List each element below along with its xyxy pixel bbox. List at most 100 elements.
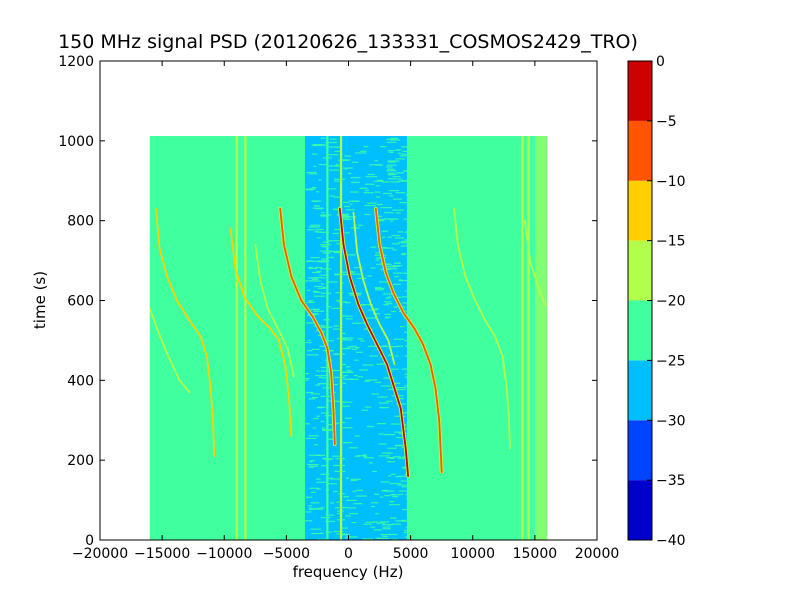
heatmap-noise-cell — [315, 384, 321, 386]
heatmap-noise-cell — [344, 232, 350, 234]
heatmap-noise-cell — [311, 532, 322, 535]
heatmap-noise-cell — [305, 372, 310, 375]
heatmap-noise-cell — [308, 454, 321, 456]
heatmap-noise-cell — [388, 190, 399, 192]
heatmap-noise-cell — [307, 464, 319, 466]
heatmap-noise-cell — [317, 287, 327, 290]
heatmap-noise-cell — [395, 149, 400, 151]
heatmap-noise-cell — [400, 245, 412, 247]
colorbar-segment — [628, 300, 652, 361]
y-tick-label: 1200 — [58, 54, 94, 70]
heatmap-noise-cell — [380, 496, 384, 498]
heatmap-noise-cell — [348, 447, 358, 449]
heatmap-noise-cell — [391, 473, 396, 475]
heatmap-noise-cell — [375, 185, 380, 187]
heatmap-noise-cell — [306, 301, 316, 303]
heatmap-noise-cell — [339, 421, 346, 424]
heatmap-noise-cell — [385, 316, 392, 318]
heatmap-noise-cell — [393, 456, 402, 458]
heatmap-noise-cell — [379, 345, 391, 348]
heatmap-noise-cell — [330, 502, 335, 504]
heatmap-noise-cell — [321, 258, 329, 260]
heatmap-noise-cell — [401, 240, 412, 243]
heatmap-noise-cell — [341, 273, 351, 276]
heatmap-noise-cell — [361, 409, 369, 411]
heatmap-noise-cell — [393, 198, 402, 200]
heatmap-noise-cell — [389, 482, 402, 485]
heatmap-noise-cell — [334, 228, 344, 231]
heatmap-noise-cell — [390, 139, 401, 141]
heatmap-noise-cell — [351, 161, 359, 163]
heatmap-noise-cell — [363, 457, 374, 459]
heatmap-noise-cell — [306, 171, 317, 174]
heatmap-noise-cell — [337, 213, 350, 215]
heatmap-noise-cell — [404, 239, 416, 241]
heatmap-noise-cell — [375, 257, 386, 259]
heatmap-noise-cell — [380, 481, 390, 483]
heatmap-noise-cell — [392, 523, 402, 525]
heatmap-noise-cell — [321, 283, 325, 285]
heatmap-noise-cell — [351, 271, 356, 273]
colorbar-tick-label: −40 — [656, 533, 686, 549]
heatmap-noise-cell — [383, 377, 395, 379]
heatmap-noise-cell — [326, 483, 337, 485]
heatmap-noise-cell — [313, 295, 326, 297]
heatmap-noise-cell — [307, 339, 311, 342]
heatmap-noise-cell — [334, 353, 345, 355]
heatmap-noise-cell — [320, 292, 332, 294]
heatmap-noise-cell — [327, 514, 335, 516]
heatmap-noise-cell — [310, 528, 321, 530]
heatmap-noise-cell — [334, 507, 345, 509]
heatmap-noise-cell — [306, 260, 313, 262]
heatmap-noise-cell — [320, 420, 325, 423]
colorbar-tick-label: −30 — [656, 413, 686, 429]
heatmap-noise-cell — [316, 508, 323, 510]
heatmap-noise-cell — [346, 499, 357, 501]
x-axis-label: frequency (Hz) — [293, 563, 404, 581]
heatmap-noise-cell — [305, 391, 314, 394]
heatmap-noise-cell — [308, 173, 318, 175]
heatmap-noise-cell — [392, 496, 399, 498]
heatmap-noise-cell — [336, 501, 340, 503]
heatmap-noise-cell — [382, 528, 392, 530]
heatmap-noise-cell — [369, 164, 382, 166]
heatmap-noise-cell — [403, 272, 412, 274]
heatmap-noise-cell — [392, 175, 401, 178]
heatmap-noise-cell — [391, 538, 398, 540]
heatmap-noise-cell — [342, 382, 346, 384]
heatmap-noise-cell — [404, 529, 408, 532]
x-tick-label: 5000 — [393, 546, 429, 562]
heatmap-noise-cell — [345, 515, 351, 517]
heatmap-noise-cell — [391, 243, 400, 245]
heatmap-noise-cell — [329, 138, 337, 140]
heatmap-noise-cell — [388, 151, 394, 153]
heatmap-noise-cell — [344, 205, 351, 208]
heatmap-noise-cell — [316, 237, 321, 239]
heatmap-noise-cell — [333, 178, 346, 180]
x-tick-label: 20000 — [575, 546, 620, 562]
heatmap-noise-cell — [400, 253, 407, 256]
heatmap-noise-cell — [341, 401, 353, 403]
heatmap-noise-cell — [335, 164, 339, 166]
heatmap-noise-cell — [321, 212, 325, 214]
heatmap-noise-cell — [308, 508, 316, 510]
heatmap-noise-cell — [377, 423, 386, 425]
heatmap-noise-cell — [352, 200, 360, 202]
heatmap-noise-cell — [314, 266, 323, 269]
heatmap-noise-cell — [311, 396, 318, 399]
heatmap-noise-cell — [321, 331, 326, 333]
heatmap-noise-cell — [395, 444, 406, 446]
heatmap-noise-cell — [354, 267, 363, 269]
colorbar-tick-label: −20 — [656, 294, 686, 310]
heatmap-noise-cell — [386, 138, 392, 140]
heatmap-noise-cell — [350, 478, 361, 480]
heatmap-noise-cell — [390, 137, 399, 139]
heatmap-noise-cell — [335, 291, 344, 294]
heatmap-noise-cell — [357, 277, 367, 279]
heatmap-noise-cell — [324, 458, 334, 460]
doppler-track — [149, 307, 191, 394]
heatmap-noise-cell — [365, 317, 377, 319]
heatmap-noise-cell — [354, 435, 360, 437]
heatmap-noise-cell — [315, 454, 325, 456]
heatmap-noise-cell — [405, 435, 417, 437]
